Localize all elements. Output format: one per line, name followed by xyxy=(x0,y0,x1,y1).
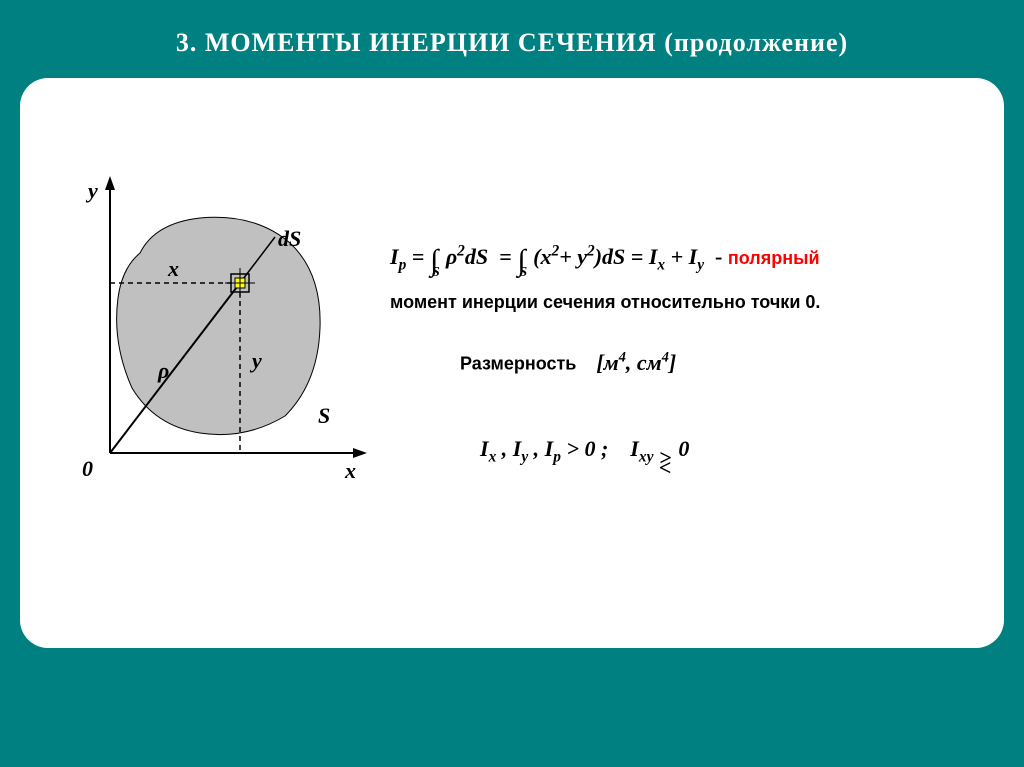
origin-label: 0 xyxy=(82,456,93,481)
x-axis-label: x xyxy=(344,458,356,483)
polar-label: полярный xyxy=(728,248,820,268)
dimension-value: [м4, см4] xyxy=(596,350,676,375)
ds-label: dS xyxy=(278,226,301,251)
rho-label: ρ xyxy=(157,358,169,383)
x-axis-arrow xyxy=(353,448,367,458)
inequality-line: Ix , Iy , Ip > 0 ; Ixy >< 0 xyxy=(480,436,990,466)
s-label: S xyxy=(318,403,330,428)
slide-title: 3. МОМЕНТЫ ИНЕРЦИИ СЕЧЕНИЯ (продолжение) xyxy=(0,0,1024,78)
x-coord-label: x xyxy=(167,256,179,281)
y-axis-label: y xyxy=(85,178,98,203)
content-panel: y x 0 dS x y ρ S Ip = ∫Sρ2dS = ∫S(x2+ y2… xyxy=(20,78,1004,648)
dimension-line: Размерность [м4, см4] xyxy=(460,349,990,375)
y-axis-arrow xyxy=(105,176,115,190)
main-formula: Ip = ∫Sρ2dS = ∫S(x2+ y2)dS = Ix + Iy - п… xyxy=(390,238,990,274)
description-line: момент инерции сечения относительно точк… xyxy=(390,292,990,313)
dimension-label: Размерность xyxy=(460,354,576,374)
diagram: y x 0 dS x y ρ S xyxy=(60,168,360,478)
formula-area: Ip = ∫Sρ2dS = ∫S(x2+ y2)dS = Ix + Iy - п… xyxy=(390,238,990,466)
